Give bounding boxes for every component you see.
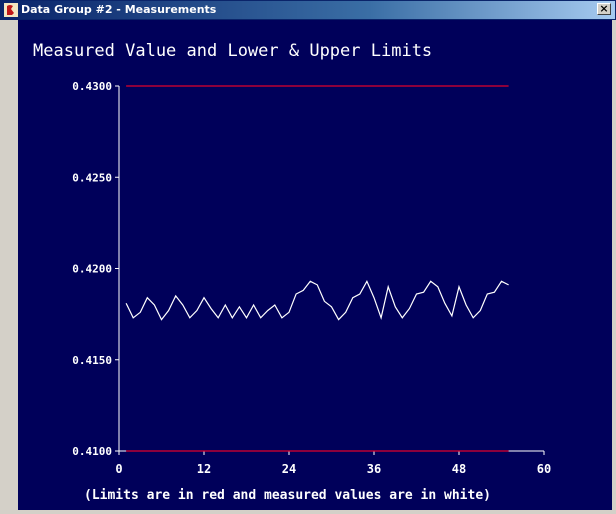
close-icon: × [599,2,609,15]
x-tick-label: 0 [115,462,122,476]
title-bar[interactable]: Data Group #2 - Measurements × [0,0,616,20]
measured-line [125,279,509,321]
app-icon [4,3,18,17]
y-tick-label: 0.4100 [72,445,112,458]
chart-footnote: (Limits are in red and measured values a… [84,488,491,503]
y-tick-label: 0.4250 [72,171,112,184]
x-tick-label: 60 [537,462,551,476]
y-tick-label: 0.4150 [72,354,112,367]
y-tick-label: 0.4300 [72,80,112,93]
chart-title: Measured Value and Lower & Upper Limits [33,41,432,61]
close-button[interactable]: × [597,3,611,15]
x-tick-label: 36 [367,462,381,476]
x-tick-label: 12 [197,462,211,476]
x-tick-label: 48 [452,462,466,476]
measurement-chart: Measured Value and Lower & Upper Limits … [33,41,551,503]
chart-panel: Measured Value and Lower & Upper Limits … [18,20,612,510]
x-tick-label: 24 [282,462,296,476]
y-tick-label: 0.4200 [72,263,112,276]
window-title: Data Group #2 - Measurements [21,3,217,16]
